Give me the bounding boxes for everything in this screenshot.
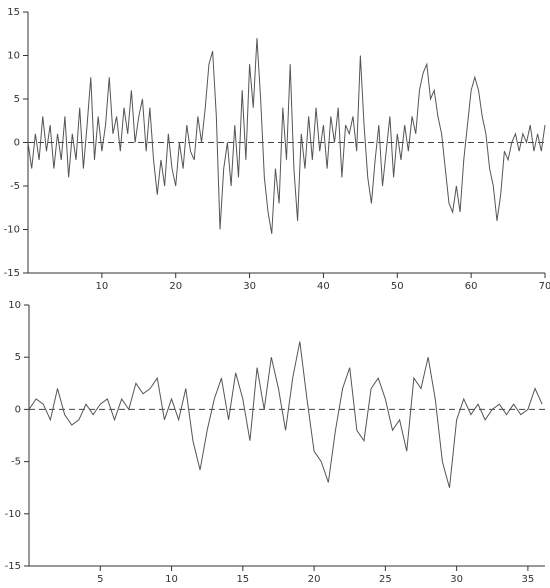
y-tick-label: 5 [14,94,20,105]
y-tick-label: 10 [8,300,21,311]
y-tick-label: -10 [5,509,21,520]
y-tick-label: 0 [15,404,21,415]
x-tick-label: 70 [539,281,550,292]
x-tick-label: 10 [165,574,178,585]
y-tick-label: -10 [4,225,20,236]
x-tick-label: 5 [97,574,103,585]
y-tick-label: -5 [11,457,21,468]
x-tick-label: 35 [522,574,535,585]
data-line [28,341,543,488]
x-tick-label: 60 [465,281,478,292]
x-tick-label: 30 [243,281,256,292]
y-tick-label: 5 [15,352,21,363]
x-tick-label: 15 [236,574,249,585]
y-tick-label: 15 [7,7,20,18]
x-tick-label: 30 [450,574,463,585]
y-tick-label: 0 [14,138,20,149]
y-tick-label: -15 [5,561,21,572]
x-tick-label: 10 [95,281,108,292]
x-tick-label: 50 [391,281,404,292]
x-tick-label: 40 [317,281,330,292]
y-tick-label: -5 [10,181,20,192]
data-line [27,38,546,234]
x-tick-label: 20 [308,574,321,585]
y-tick-label: 10 [7,51,20,62]
x-tick-label: 20 [169,281,182,292]
y-tick-label: -15 [4,268,20,279]
x-tick-label: 25 [379,574,392,585]
